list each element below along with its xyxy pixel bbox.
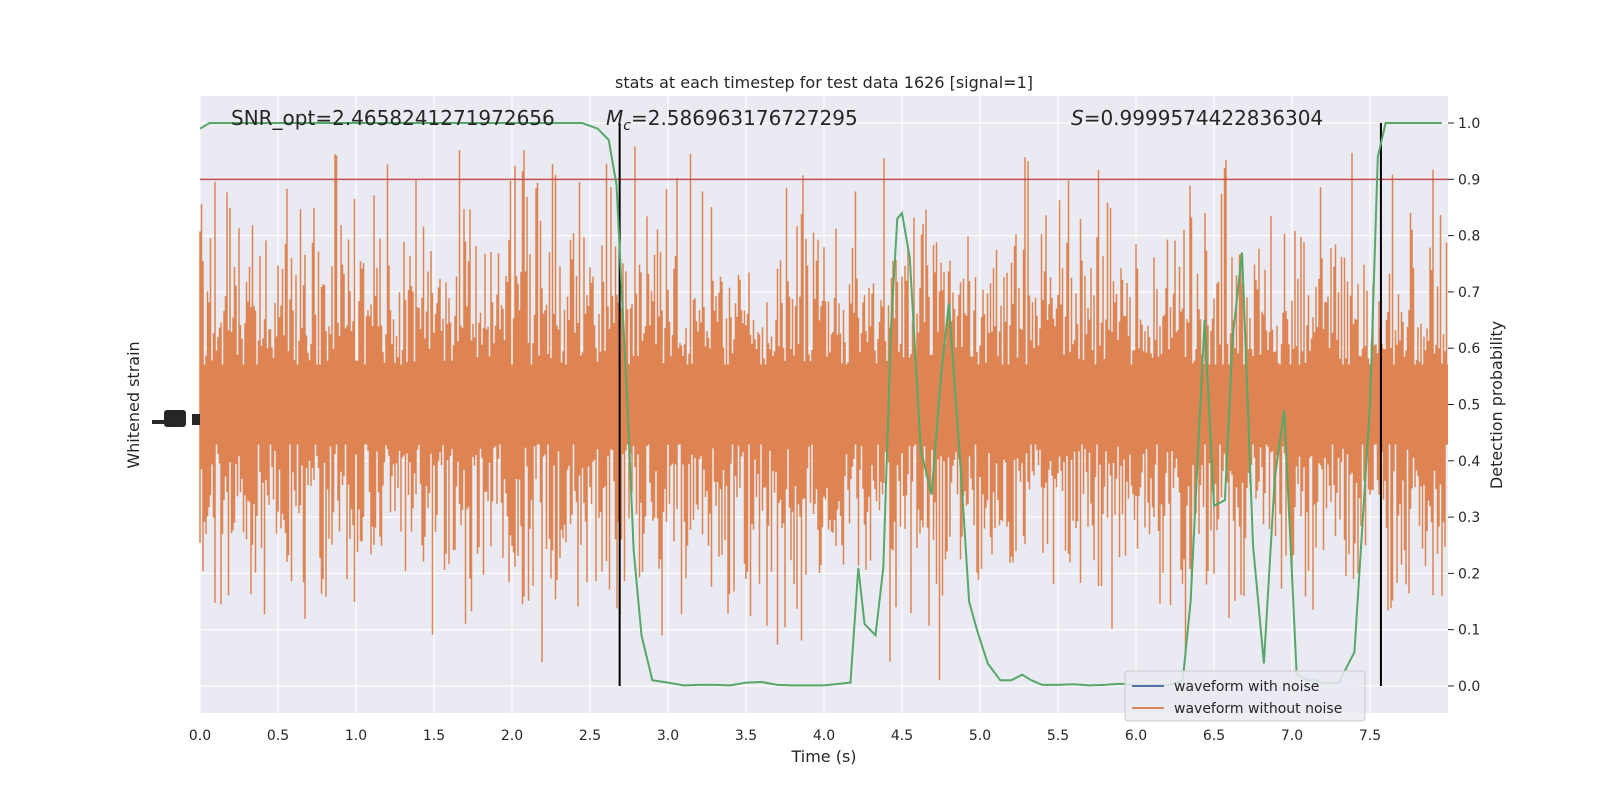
noise-waveform-core (200, 364, 1448, 445)
s-value: =0.9999574422836304 (1084, 106, 1323, 130)
x-tick-label: 3.5 (735, 728, 757, 744)
x-tick-label: 6.5 (1203, 728, 1225, 744)
y-tick-label: 0.1 (1458, 623, 1480, 639)
s-annotation: S=0.9999574422836304 (1071, 106, 1323, 130)
x-tick-label: 0.0 (189, 728, 211, 744)
x-tick-label: 4.5 (891, 728, 913, 744)
mc-value: =2.586963176727295 (631, 106, 858, 130)
x-axis-ticks: 0.0 0.5 1.0 1.5 2.0 2.5 3.0 3.5 4.0 4.5 5.0 5.5 6.0 6… (189, 728, 1381, 744)
y-tick-label: 0.9 (1458, 172, 1480, 188)
y-tick-label: 0.3 (1458, 510, 1480, 526)
mc-annotation: Mc=2.586963176727295 (606, 106, 858, 134)
detection-probability-line (199, 122, 1442, 687)
y-tick-label: 0.7 (1458, 285, 1480, 301)
x-tick-label: 5.5 (1047, 728, 1069, 744)
chart-title: stats at each timestep for test data 162… (615, 73, 1033, 92)
y-axis-left-label: Whitened strain (124, 341, 143, 468)
y-axis-right-label: Detection probability (1487, 321, 1506, 489)
x-tick-label: 7.5 (1359, 728, 1381, 744)
x-tick-label: 0.5 (267, 728, 289, 744)
y-tick-label: 0.6 (1458, 341, 1480, 357)
y-tick-label: 0.2 (1458, 566, 1480, 582)
collapsed-left-ticks (152, 410, 200, 427)
s-symbol: S (1071, 106, 1084, 130)
y-tick-label: 0.4 (1458, 454, 1480, 470)
x-tick-label: 1.0 (345, 728, 367, 744)
y-tick-label: 0.8 (1458, 229, 1480, 245)
y-tick-label: 0.0 (1458, 679, 1480, 695)
mc-symbol: M (606, 106, 623, 130)
snr-annotation: SNR_opt=2.4658241271972656 (231, 106, 555, 130)
x-tick-label: 7.0 (1281, 728, 1303, 744)
mc-subscript: c (623, 118, 631, 134)
x-tick-label: 4.0 (813, 728, 835, 744)
x-tick-label: 5.0 (969, 728, 991, 744)
noisy-waveform-series (199, 146, 1448, 681)
x-tick-label: 3.0 (657, 728, 679, 744)
x-tick-label: 2.0 (501, 728, 523, 744)
y-tick-label: 1.0 (1458, 116, 1480, 132)
legend-label-clean: waveform without noise (1174, 701, 1342, 717)
y-axis-right-ticks: 0.0 0.1 0.2 0.3 0.4 0.5 0.6 0.7 0.8 0.9 1.0 (1448, 116, 1480, 695)
y-tick-label: 0.5 (1458, 398, 1480, 414)
x-tick-label: 6.0 (1125, 728, 1147, 744)
x-tick-label: 1.5 (423, 728, 445, 744)
x-axis-label: Time (s) (790, 747, 856, 766)
event-markers (618, 123, 1382, 686)
legend-label-noise: waveform with noise (1174, 679, 1319, 695)
legend-box (1124, 670, 1366, 722)
x-tick-label: 2.5 (579, 728, 601, 744)
legend: waveform with noise waveform without noi… (1124, 670, 1366, 722)
